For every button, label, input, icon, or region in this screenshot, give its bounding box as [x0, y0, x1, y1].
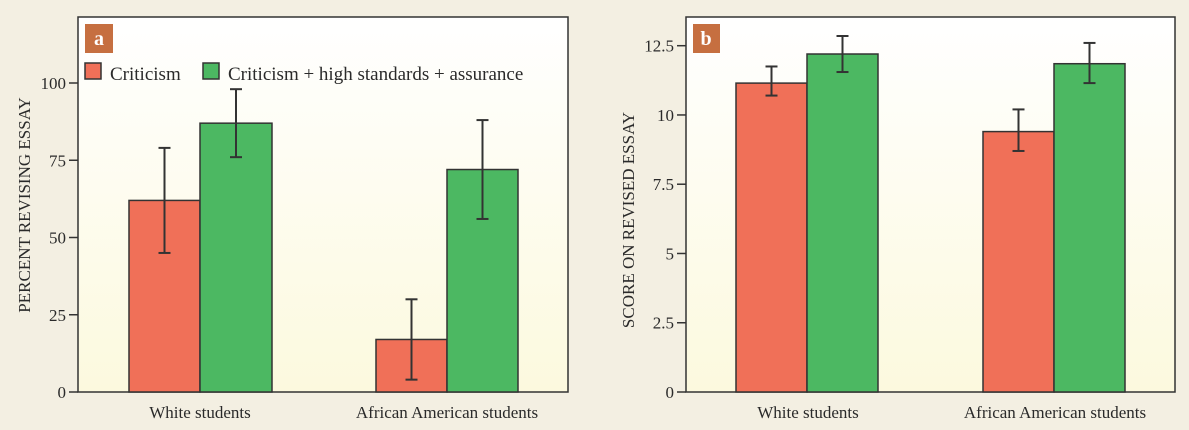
y-tick-label: 10	[657, 106, 674, 125]
y-tick-label: 0	[58, 383, 67, 402]
y-tick-label: 50	[49, 229, 66, 248]
bar-criticism-white	[735, 82, 808, 393]
bar-criticism-plus-white	[199, 122, 273, 393]
y-ticks-a: 0 25 50 75 100	[41, 74, 78, 402]
panel-label-bg-b	[693, 24, 720, 53]
panel-b: 0 2.5 5 7.5 10 12.5 SCORE ON REVISED ESSAY Wh…	[619, 16, 1176, 422]
error-bar	[1012, 108, 1025, 152]
panel-label-b: b	[700, 28, 711, 50]
legend-label-criticism-plus: Criticism + high standards + assurance	[228, 64, 523, 85]
y-tick-label: 5	[666, 244, 675, 263]
y-tick-label: 100	[41, 74, 67, 93]
y-tick-label: 12.5	[644, 37, 674, 56]
error-bar	[836, 35, 849, 74]
error-bar	[765, 65, 778, 97]
legend-swatch-criticism	[84, 62, 102, 80]
bar-criticism-african-american	[982, 130, 1055, 393]
error-bar	[476, 119, 489, 220]
x-label-white-a: White students	[149, 403, 251, 422]
y-tick-label: 2.5	[653, 314, 674, 333]
y-axis-label-a: PERCENT REVISING ESSAY	[15, 97, 34, 312]
y-ticks-b: 0 2.5 5 7.5 10 12.5	[644, 37, 686, 402]
bar-criticism-plus-african-american	[1053, 62, 1126, 393]
error-bar	[230, 88, 242, 159]
error-bar	[405, 298, 418, 381]
panel-a: 0 25 50 75 100 PERCENT REVISING ESSAY White …	[15, 16, 569, 422]
legend-swatch-criticism-plus	[202, 62, 220, 80]
legend: Criticism Criticism + high standards + a…	[84, 62, 523, 85]
panel-label-a: a	[94, 28, 104, 50]
x-label-white-b: White students	[757, 403, 859, 422]
y-tick-label: 7.5	[653, 175, 674, 194]
y-tick-label: 75	[49, 151, 66, 170]
bars-b	[735, 35, 1126, 393]
error-bar	[1083, 41, 1096, 85]
bars-a	[128, 88, 519, 393]
bar-criticism-plus-white	[806, 53, 879, 393]
legend-label-criticism: Criticism	[110, 64, 181, 85]
x-label-aa-b: African American students	[964, 403, 1146, 422]
error-bar	[158, 146, 171, 254]
x-label-aa-a: African American students	[356, 403, 538, 422]
y-tick-label: 25	[49, 306, 66, 325]
y-axis-label-b: SCORE ON REVISED ESSAY	[619, 112, 638, 328]
y-tick-label: 0	[666, 383, 675, 402]
panel-label-bg-a	[85, 24, 113, 53]
